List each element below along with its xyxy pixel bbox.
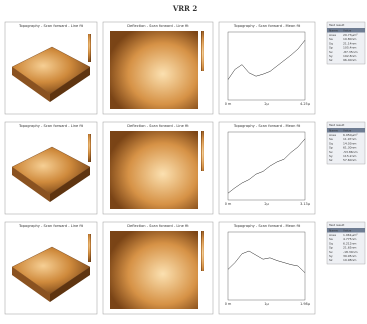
table-cell: Sy: [329, 54, 333, 58]
table-cell: -87.35nm: [343, 50, 358, 54]
surface-side: [50, 267, 90, 302]
surface-side: [12, 67, 50, 102]
table-cell: Sv: [329, 50, 333, 54]
panel-title: Topography - Scan forward - Line fit: [18, 24, 84, 28]
x-tick-label: 0 m: [225, 202, 232, 206]
color-bar: [201, 31, 204, 71]
panel: [218, 121, 316, 215]
panel-title: Deflection - Scan forward - Line fit: [127, 124, 189, 128]
x-tick-label: 3.13µ: [300, 202, 311, 206]
table-cell: 4.775nm: [343, 237, 356, 241]
color-bar: [88, 34, 91, 62]
table-header-cell: Name: [329, 28, 338, 32]
deflection-image: [110, 231, 198, 309]
table-cell: Sp: [329, 46, 333, 50]
table-header: [327, 28, 365, 33]
table-header: [327, 228, 365, 233]
table-cell: Sq: [329, 141, 333, 145]
surface-side: [12, 167, 50, 202]
table-cell: 19.80nm: [343, 37, 356, 41]
color-bar: [88, 234, 91, 262]
table-cell: Sp: [329, 146, 333, 150]
table-cell: Sp: [329, 246, 333, 250]
table-cell: 19.98nm: [343, 258, 356, 262]
table-cell: Sq: [329, 41, 333, 45]
table-cell: 29.73µm²: [343, 33, 358, 37]
table-cell: 57.60nm: [343, 158, 356, 162]
table-cell: -18.30nm: [343, 250, 358, 254]
table-header-cell: Value: [343, 128, 351, 132]
table-title: Test result: [328, 23, 345, 27]
table-cell: 6.212nm: [343, 241, 356, 245]
table-cell: Sv: [329, 250, 333, 254]
panel: [218, 221, 316, 315]
x-tick-label: 1µ: [264, 302, 269, 306]
deflection-image: [110, 31, 198, 109]
table-cell: 21.65nm: [343, 246, 356, 250]
deflection-image: [110, 131, 198, 209]
table-cell: Sz: [329, 158, 333, 162]
table-cell: Sq: [329, 241, 333, 245]
table-cell: Sa: [329, 237, 333, 241]
table-cell: 11.97nm: [343, 137, 356, 141]
table-header-cell: Name: [329, 228, 338, 232]
table-cell: Sa: [329, 37, 333, 41]
panel-title: Topography - Scan forward - Line fit: [18, 124, 84, 128]
x-tick-label: 2µ: [264, 102, 269, 106]
surface-side: [50, 67, 90, 102]
table-cell: Sy: [329, 154, 333, 158]
x-tick-label: 2µ: [264, 202, 269, 206]
table-cell: 21.14nm: [343, 41, 356, 45]
table-cell: 6.950µm²: [343, 133, 358, 137]
plot-area: [227, 31, 306, 101]
table-cell: 1.961µm²: [343, 233, 358, 237]
panel-title: Topography - Scan forward - Line fit: [18, 224, 84, 228]
table-cell: Sa: [329, 137, 333, 141]
table-header-cell: Name: [329, 128, 338, 132]
table-cell: Area: [329, 33, 336, 37]
panel-title: Topography - Scan forward - Mean fit: [233, 124, 301, 128]
table-cell: 115.2nm: [343, 154, 356, 158]
x-tick-label: 4.25µ: [300, 102, 311, 106]
table-cell: 96.40nm: [343, 58, 356, 62]
profile-line: [227, 40, 306, 80]
table-cell: Sv: [329, 150, 333, 154]
profile-line: [227, 138, 306, 194]
plot-area: [227, 131, 306, 201]
surface-side: [50, 167, 90, 202]
x-tick-label: 0 m: [225, 302, 232, 306]
table-cell: Sy: [329, 254, 333, 258]
table-cell: 61.30nm: [343, 146, 356, 150]
surface-side: [12, 267, 50, 302]
table-header-cell: Value: [343, 28, 351, 32]
table-cell: -53.86nm: [343, 150, 358, 154]
color-bar: [88, 134, 91, 162]
table-header-cell: Value: [343, 228, 351, 232]
table-cell: Area: [329, 133, 336, 137]
panel-title: Topography - Scan forward - Mean fit: [233, 24, 301, 28]
color-bar: [201, 231, 204, 271]
table-cell: Area: [329, 233, 336, 237]
panel-title: Deflection - Scan forward - Line fit: [127, 24, 189, 28]
table-cell: 14.03nm: [343, 141, 356, 145]
x-tick-label: 0 m: [225, 102, 232, 106]
x-tick-label: 1.98µ: [300, 302, 311, 306]
table-cell: 105.4nm: [343, 46, 356, 50]
panel-title: Topography - Scan forward - Mean fit: [233, 224, 301, 228]
table-title: Test result: [328, 223, 345, 227]
plot-area: [227, 231, 306, 301]
figure-title: VRR 2: [172, 4, 198, 13]
table-cell: Sz: [329, 258, 333, 262]
table-title: Test result: [328, 123, 345, 127]
table-cell: Sz: [329, 58, 333, 62]
color-bar: [201, 131, 204, 171]
profile-line: [227, 250, 306, 273]
panel-title: Deflection - Scan forward - Line fit: [127, 224, 189, 228]
table-header: [327, 128, 365, 133]
panel: [218, 21, 316, 115]
table-cell: 39.95nm: [343, 254, 356, 258]
table-cell: 192.8nm: [343, 54, 356, 58]
